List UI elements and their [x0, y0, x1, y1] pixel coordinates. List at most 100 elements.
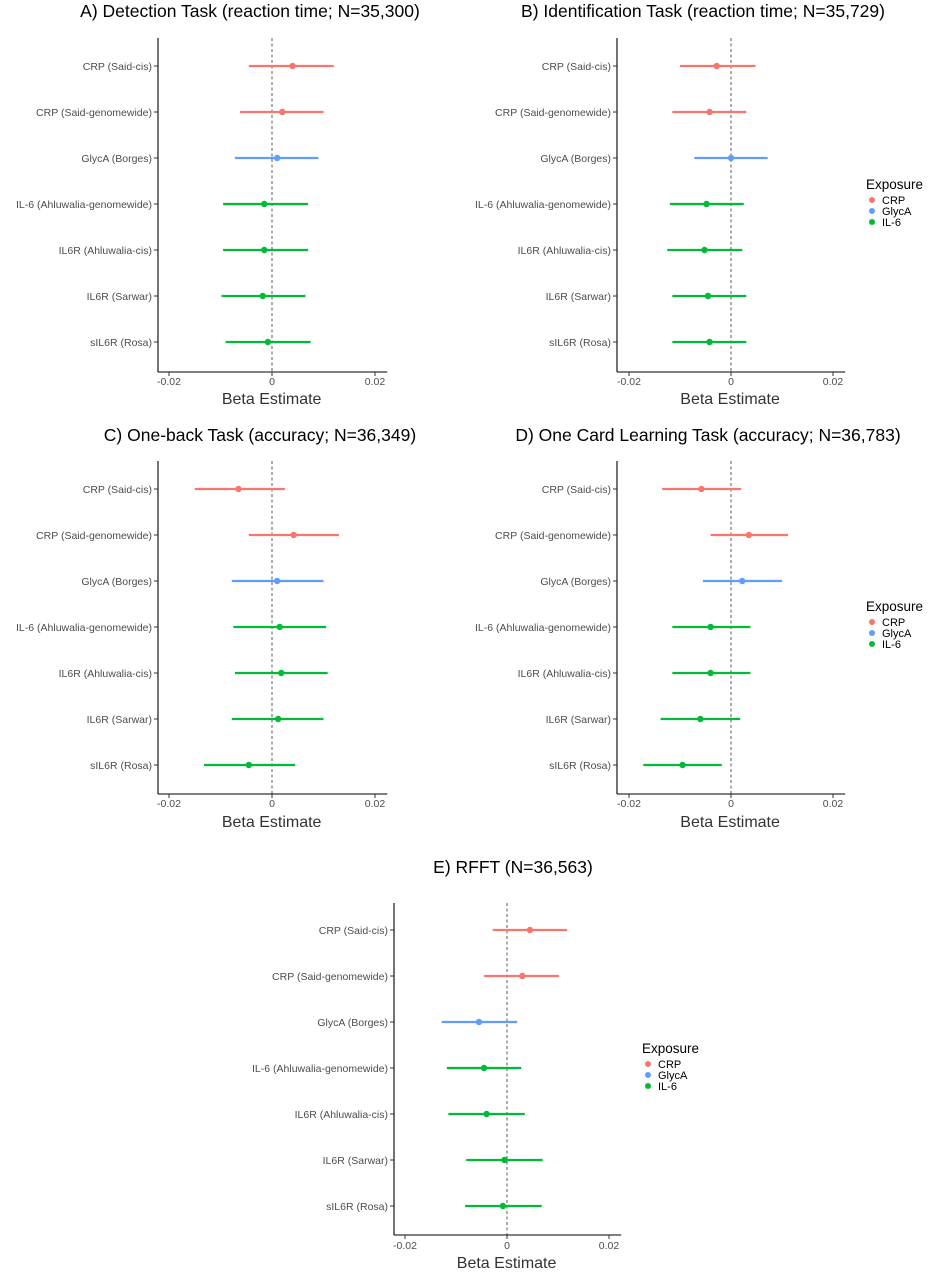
beta-estimate-point [707, 623, 714, 631]
panel-title: C) One-back Task (accuracy; N=36,349) [104, 425, 416, 445]
beta-estimate-point [475, 1018, 483, 1026]
beta-estimate-point [713, 62, 720, 70]
beta-estimate-point [526, 926, 534, 934]
x-axis-title: Beta Estimate [457, 1255, 557, 1272]
y-category-label: IL-6 (Ahluwalia-genomewide) [475, 622, 611, 634]
beta-estimate-point [483, 1110, 490, 1118]
legends: ExposureCRPGlycAIL-6ExposureCRPGlycAIL-6… [642, 177, 923, 1093]
legend-item-label: GlycA [882, 628, 912, 640]
beta-estimate-point [501, 1156, 508, 1164]
x-axis-title: Beta Estimate [680, 814, 780, 831]
legend-key-dot [869, 197, 875, 203]
y-category-label: CRP (Said-cis) [83, 61, 152, 73]
beta-estimate-point [261, 200, 268, 208]
beta-estimate-point [279, 108, 286, 116]
x-axis-title: Beta Estimate [222, 814, 322, 831]
beta-estimate-point [679, 761, 686, 769]
beta-estimate-point [259, 292, 266, 300]
y-category-label: IL6R (Ahluwalia-cis) [518, 245, 611, 257]
legend-item-label: GlycA [882, 206, 912, 218]
legend-item-label: IL-6 [882, 217, 901, 229]
legend-key-dot [869, 641, 875, 647]
legend-key-dot [869, 630, 875, 636]
y-category-label: IL-6 (Ahluwalia-genomewide) [252, 1063, 388, 1075]
panel-d: D) One Card Learning Task (accuracy; N=3… [475, 425, 901, 831]
x-tick-label: 0 [269, 376, 275, 388]
beta-estimate-point [519, 972, 526, 980]
y-category-label: GlycA (Borges) [540, 153, 611, 165]
beta-estimate-point [261, 246, 268, 254]
legend-key-dot [869, 219, 875, 225]
y-category-label: sIL6R (Rosa) [549, 760, 611, 772]
legend-key-dot [645, 1072, 651, 1078]
beta-estimate-point [274, 715, 282, 723]
x-tick-label: 0.02 [823, 798, 844, 810]
beta-estimate-point [273, 577, 281, 585]
legend-item-label: CRP [658, 1059, 681, 1071]
beta-estimate-point [245, 761, 253, 769]
y-category-label: IL-6 (Ahluwalia-genomewide) [16, 199, 152, 211]
beta-estimate-point [290, 531, 297, 539]
x-tick-label: 0.02 [365, 376, 386, 388]
x-tick-label: 0.02 [599, 1240, 620, 1252]
y-category-label: IL6R (Sarwar) [87, 291, 152, 303]
x-tick-label: 0.02 [823, 376, 844, 388]
y-category-label: IL6R (Sarwar) [546, 291, 611, 303]
y-category-label: sIL6R (Rosa) [549, 337, 611, 349]
x-tick-label: -0.02 [393, 1240, 417, 1252]
beta-estimate-point [706, 108, 713, 116]
y-category-label: IL6R (Ahluwalia-cis) [518, 668, 611, 680]
beta-estimate-point [703, 200, 710, 208]
legend-item-label: CRP [882, 195, 905, 207]
legend-item-label: GlycA [658, 1070, 688, 1082]
panel-title: B) Identification Task (reaction time; N… [521, 1, 885, 21]
legend-title: Exposure [866, 599, 923, 614]
y-category-label: IL6R (Sarwar) [87, 714, 152, 726]
beta-estimate-point [704, 292, 712, 300]
legend-title: Exposure [866, 177, 923, 192]
y-category-label: GlycA (Borges) [81, 153, 152, 165]
y-category-label: IL-6 (Ahluwalia-genomewide) [16, 622, 152, 634]
panel-title: A) Detection Task (reaction time; N=35,3… [80, 1, 420, 21]
legend-key-dot [645, 1083, 651, 1089]
panel-c: C) One-back Task (accuracy; N=36,349) -0.… [16, 425, 416, 831]
legend-title: Exposure [642, 1041, 699, 1056]
panel-e: E) RFFT (N=36,563) -0.02 0 0.02 Beta Estimat… [252, 857, 622, 1272]
y-category-label: CRP (Said-genomewide) [495, 107, 611, 119]
panel-b: B) Identification Task (reaction time; N… [475, 1, 885, 408]
beta-estimate-point [276, 623, 283, 631]
y-category-label: sIL6R (Rosa) [90, 337, 152, 349]
y-category-label: IL6R (Sarwar) [323, 1155, 388, 1167]
legend-item-label: IL-6 [882, 639, 901, 651]
beta-estimate-point [745, 531, 753, 539]
beta-estimate-point [697, 715, 704, 723]
panel-title: E) RFFT (N=36,563) [433, 857, 593, 877]
beta-estimate-point [701, 246, 708, 254]
legend-item-label: IL-6 [658, 1081, 677, 1093]
y-category-label: GlycA (Borges) [540, 576, 611, 588]
x-tick-label: -0.02 [617, 376, 641, 388]
x-tick-label: 0 [269, 798, 275, 810]
panel-title: D) One Card Learning Task (accuracy; N=3… [515, 425, 900, 445]
y-category-label: IL6R (Ahluwalia-cis) [59, 245, 152, 257]
x-tick-label: 0 [504, 1240, 510, 1252]
beta-estimate-point [727, 154, 735, 162]
x-axis-title: Beta Estimate [680, 391, 780, 408]
legend-item-label: CRP [882, 617, 905, 629]
legend-key-dot [645, 1061, 651, 1067]
x-tick-label: -0.02 [617, 798, 641, 810]
y-category-label: IL6R (Ahluwalia-cis) [295, 1109, 388, 1121]
legend-key-dot [869, 208, 875, 214]
y-category-label: IL6R (Sarwar) [546, 714, 611, 726]
beta-estimate-point [278, 669, 285, 677]
x-tick-label: -0.02 [157, 376, 181, 388]
y-category-label: IL-6 (Ahluwalia-genomewide) [475, 199, 611, 211]
y-category-label: CRP (Said-genomewide) [495, 530, 611, 542]
y-category-label: sIL6R (Rosa) [90, 760, 152, 772]
y-category-label: CRP (Said-genomewide) [36, 530, 152, 542]
beta-estimate-point [499, 1202, 507, 1210]
y-category-label: CRP (Said-genomewide) [272, 971, 388, 983]
